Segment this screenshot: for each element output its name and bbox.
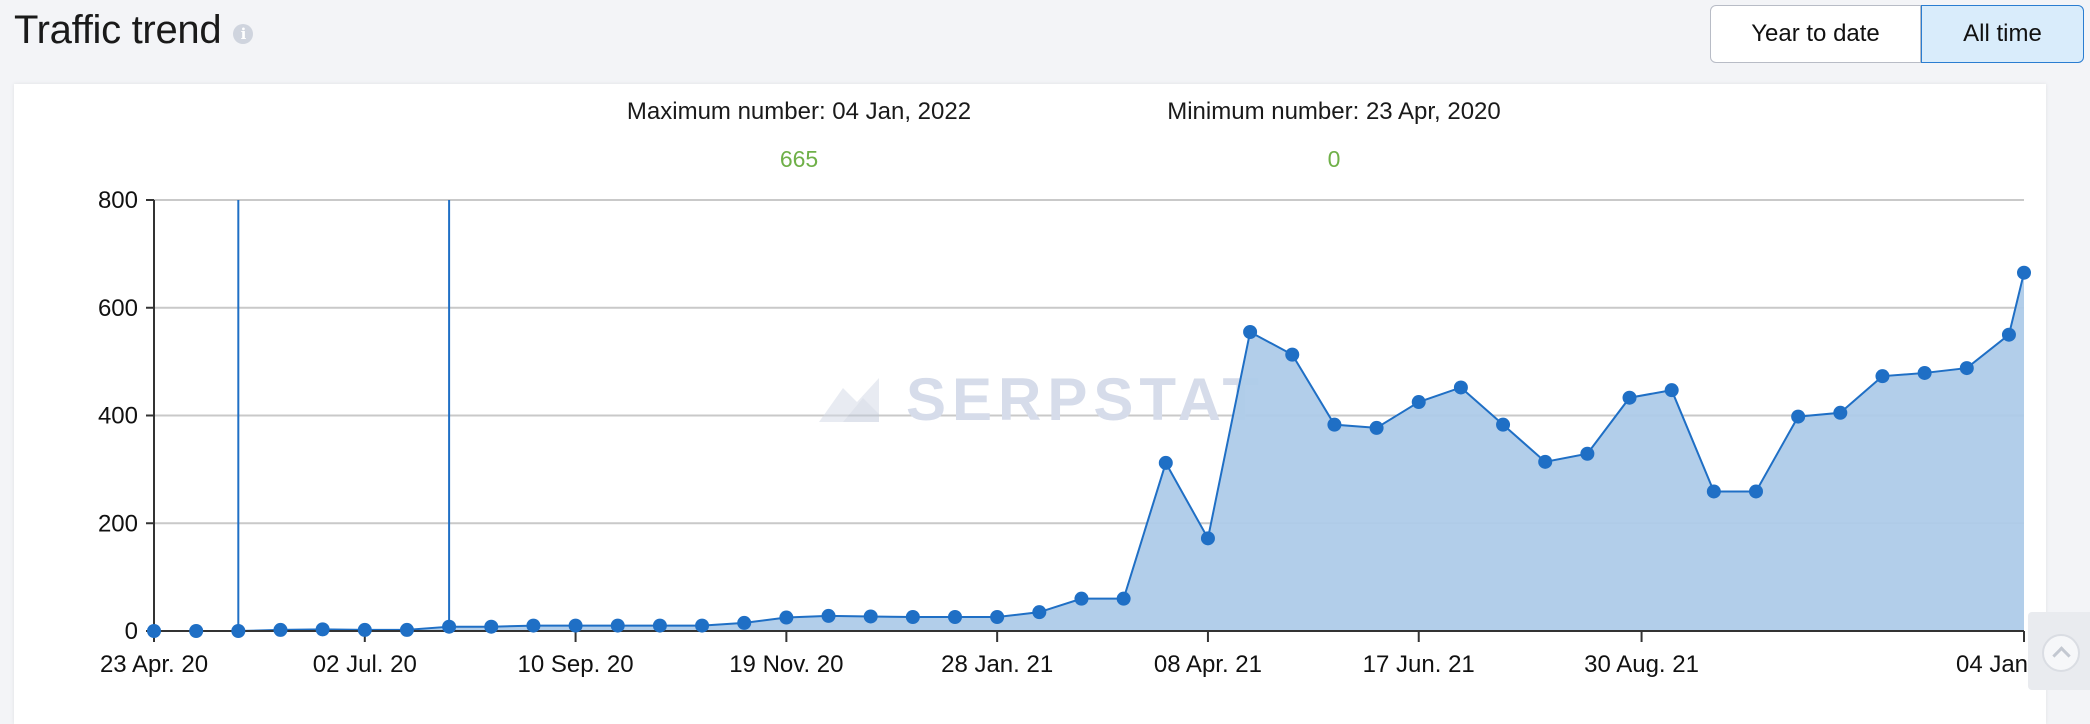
data-point <box>695 618 710 633</box>
x-tick-label: 23 Apr. 20 <box>100 651 208 678</box>
watermark-text: SERPSTAT <box>906 366 1265 433</box>
area-fill <box>154 272 2024 631</box>
data-point <box>990 609 1005 624</box>
data-point <box>1116 591 1131 606</box>
data-point <box>1327 417 1342 432</box>
series-line <box>154 272 2025 632</box>
data-point <box>1032 605 1047 620</box>
data-point <box>1706 484 1721 499</box>
x-tick-label: 10 Sep. 20 <box>518 651 634 678</box>
y-tick-label: 0 <box>125 618 138 645</box>
data-point <box>484 619 499 634</box>
data-point <box>1369 420 1384 435</box>
data-point <box>1158 455 1173 470</box>
max-value: 665 <box>779 146 819 172</box>
data-point <box>1411 395 1426 410</box>
traffic-area <box>154 272 2025 632</box>
x-tick-label: 02 Jul. 20 <box>313 651 417 678</box>
chart-panel: Maximum number: 04 Jan, 2022 665 Minimum… <box>14 84 2046 724</box>
data-point <box>1580 446 1595 461</box>
serpstat-logo-icon <box>819 378 879 422</box>
data-point <box>610 618 625 633</box>
data-point <box>1664 383 1679 398</box>
x-tick-label: 19 Nov. 20 <box>729 651 843 678</box>
y-tick-label: 800 <box>98 187 138 214</box>
data-point <box>568 618 583 633</box>
data-point <box>1875 369 1890 384</box>
data-point <box>231 624 246 638</box>
data-point <box>357 622 372 637</box>
data-point <box>1200 531 1215 546</box>
data-point <box>821 608 836 623</box>
info-icon[interactable]: i <box>233 23 254 44</box>
data-point <box>1748 484 1763 499</box>
chevron-up-icon <box>2042 634 2080 672</box>
data-point <box>2017 265 2031 280</box>
max-label: Maximum number: 04 Jan, 2022 <box>626 98 972 125</box>
data-point <box>1453 380 1468 395</box>
data-point <box>399 622 414 637</box>
data-points <box>147 265 2031 638</box>
page-title-text: Traffic trend <box>14 8 222 52</box>
serpstat-watermark: SERPSTAT <box>819 366 1265 433</box>
annotation-lines <box>237 200 451 631</box>
data-point <box>737 615 752 630</box>
axes: 0 200 400 600 800 23 Apr. 20 02 Jul. 20 10 Sep.… <box>98 187 2028 678</box>
data-point <box>1959 361 1974 376</box>
traffic-chart: SERPSTAT 0 200 400 600 800 23 Apr. 20 02 Jul. … <box>98 187 2031 678</box>
page-title: Traffic trend i <box>14 8 254 53</box>
data-point <box>863 609 878 624</box>
x-tick-label: 30 Aug. 21 <box>1584 651 1699 678</box>
x-tick-label: 08 Apr. 21 <box>1154 651 1262 678</box>
y-tick-label: 400 <box>98 403 138 430</box>
min-label: Minimum number: 23 Apr, 2020 <box>1167 98 1501 125</box>
data-point <box>442 619 457 634</box>
data-point <box>1622 390 1637 405</box>
data-point <box>526 618 541 633</box>
scroll-to-top-button[interactable] <box>2028 612 2090 690</box>
data-point <box>947 609 962 624</box>
x-tick-label: 28 Jan. 21 <box>941 651 1053 678</box>
data-point <box>1791 409 1806 424</box>
data-point <box>2001 327 2016 342</box>
data-point <box>1496 417 1511 432</box>
data-point <box>1243 324 1258 339</box>
x-tick-label: 17 Jun. 21 <box>1363 651 1475 678</box>
data-point <box>1833 405 1848 420</box>
data-point <box>652 618 667 633</box>
data-point <box>1917 365 1932 380</box>
data-point <box>273 622 288 637</box>
year-to-date-button[interactable]: Year to date <box>1710 5 1921 63</box>
data-point <box>1074 591 1089 606</box>
min-stat: Minimum number: 23 Apr, 2020 0 <box>1134 98 1534 173</box>
x-tick-label: 04 Jan <box>1956 651 2028 678</box>
data-point <box>779 610 794 625</box>
data-point <box>315 622 330 637</box>
data-point <box>1538 454 1553 469</box>
data-point <box>905 609 920 624</box>
y-tick-label: 200 <box>98 510 138 537</box>
period-switch: Year to date All time <box>1710 5 2084 63</box>
y-tick-label: 600 <box>98 295 138 322</box>
min-value: 0 <box>1327 146 1341 172</box>
all-time-button[interactable]: All time <box>1921 5 2084 63</box>
data-point <box>147 624 161 638</box>
data-point <box>1285 347 1300 362</box>
max-stat: Maximum number: 04 Jan, 2022 665 <box>599 98 999 173</box>
data-point <box>189 624 204 638</box>
